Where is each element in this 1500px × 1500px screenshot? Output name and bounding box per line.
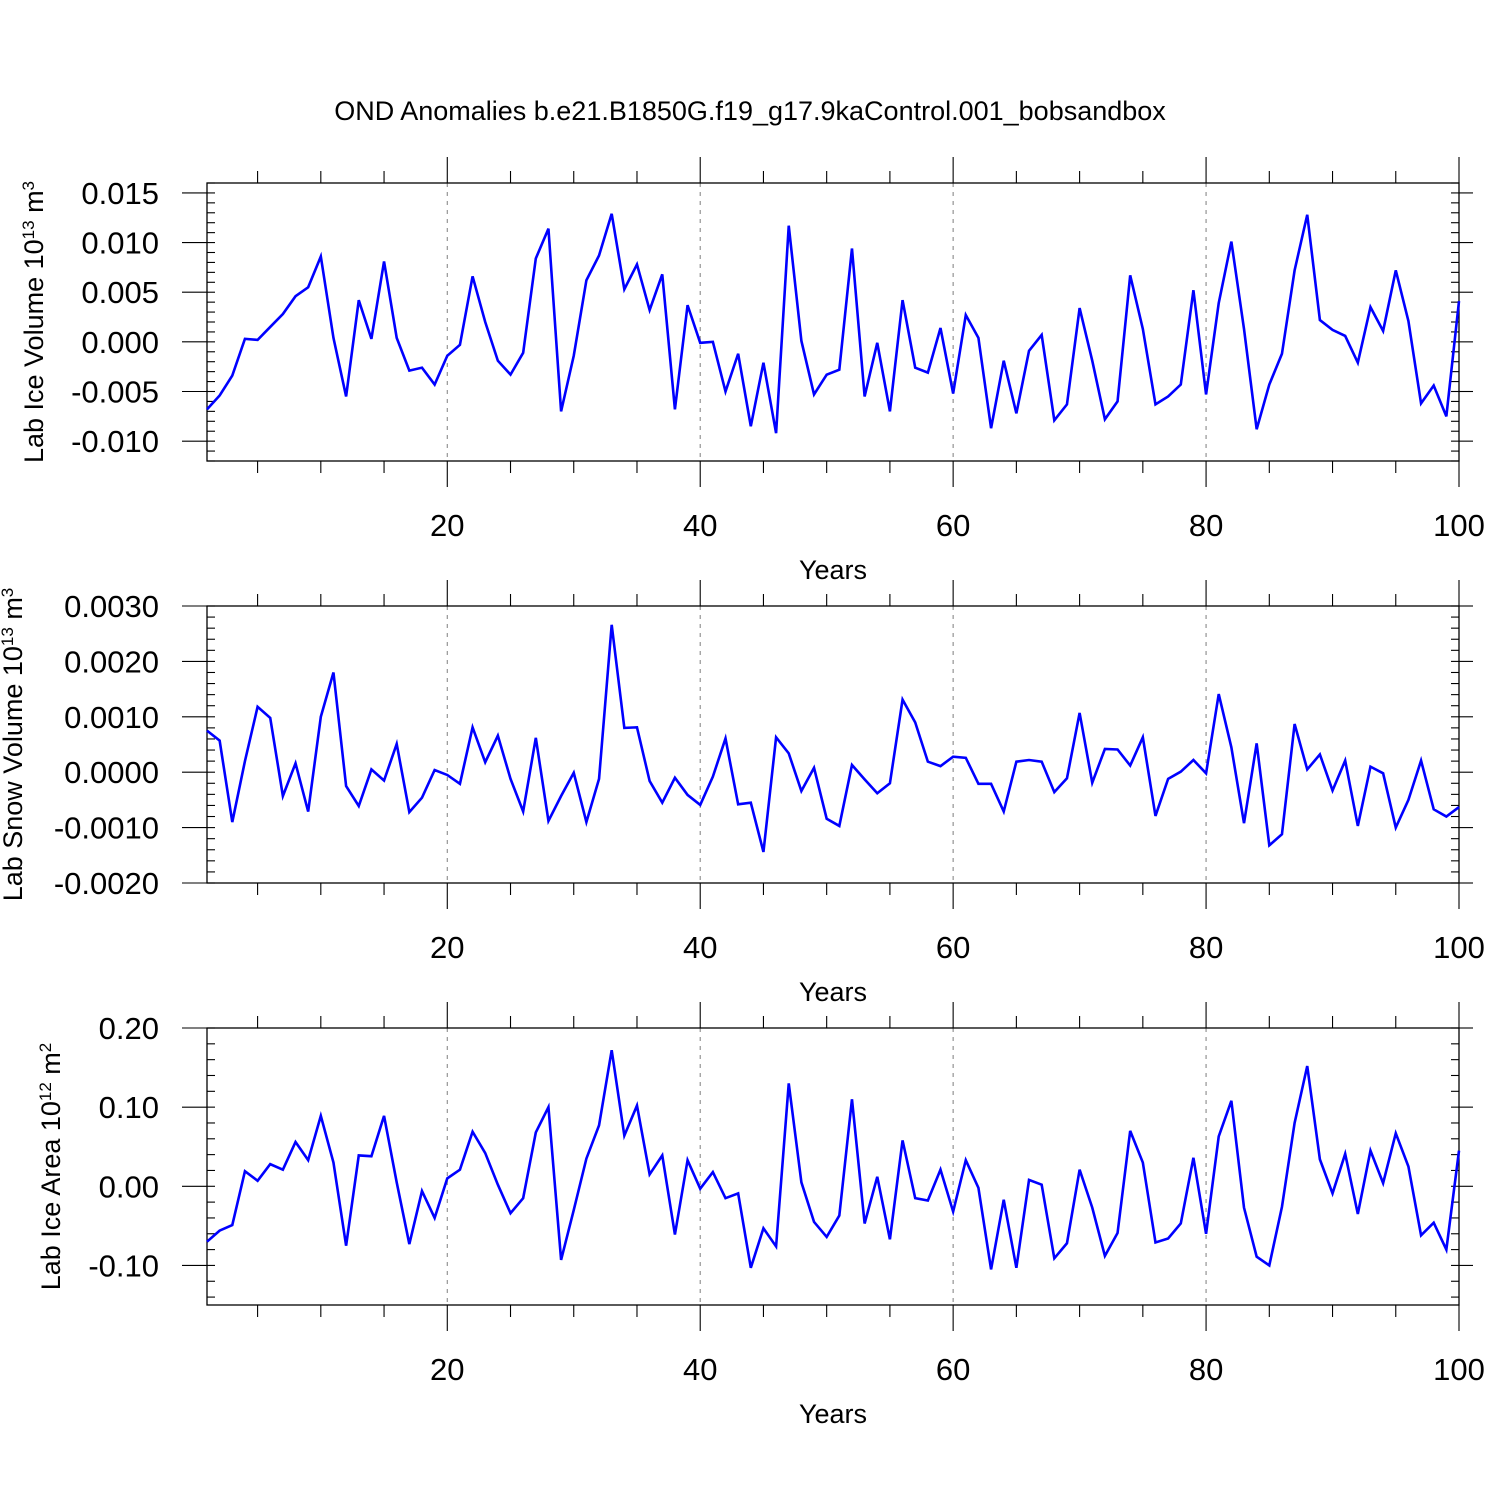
plot-frame: [206, 1027, 1460, 1306]
y-axis-label-exponent: 3: [0, 588, 17, 597]
y-tick-label: 0.0000: [64, 755, 159, 790]
y-axis-label-exponent: 2: [36, 1043, 55, 1052]
panel-1: -0.010 -0.005 0.000 0.005 0.010 0.015 20 40 60 80…: [19, 157, 1485, 585]
y-axis-label-text: m: [19, 190, 49, 220]
y-axis-label: Lab Snow Volume 1013 m3: [0, 588, 28, 902]
x-tick-label: 20: [430, 1352, 464, 1387]
y-tick-label: 0.0020: [64, 644, 159, 679]
y-tick-label: 0.10: [99, 1090, 159, 1125]
x-tick-label: 100: [1433, 1352, 1485, 1387]
x-tick-label: 80: [1189, 508, 1223, 543]
x-tick-label: 20: [430, 930, 464, 965]
x-tick-label: 100: [1433, 930, 1485, 965]
x-tick-label: 20: [430, 508, 464, 543]
series-line-lab-ice-area: [206, 1049, 1461, 1270]
x-tick-label: 80: [1189, 930, 1223, 965]
y-axis-label: Lab Ice Area 1012 m2: [36, 1043, 66, 1291]
y-axis-label-exponent: 13: [19, 220, 38, 239]
y-tick-label: -0.0020: [54, 866, 159, 901]
x-tick-label: 60: [936, 508, 970, 543]
y-axis-label-text: Lab Snow Volume 10: [0, 646, 28, 901]
x-tick-label: 60: [936, 1352, 970, 1387]
y-tick-label: -0.010: [71, 424, 159, 459]
y-tick-label: -0.005: [71, 375, 159, 410]
y-axis-label: Lab Ice Volume 1013 m3: [19, 181, 49, 463]
y-axis-label-text: m: [0, 597, 28, 627]
panel-3: -0.10 0.00 0.10 0.20 20 40 60 80 100 Years Lab Ice…: [36, 1002, 1485, 1429]
chart-title: OND Anomalies b.e21.B1850G.f19_g17.9kaCo…: [334, 96, 1166, 126]
x-tick-label: 40: [683, 1352, 717, 1387]
series-line-lab-snow-volume: [206, 624, 1460, 853]
y-tick-label: 0.00: [99, 1169, 159, 1204]
y-tick-label: 0.000: [81, 325, 159, 360]
y-tick-label: 0.010: [81, 226, 159, 261]
x-tick-label: 40: [683, 508, 717, 543]
y-tick-label: 0.0030: [64, 589, 159, 624]
panel-2: -0.0020 -0.0010 0.0000 0.0010 0.0020 0.0030 20…: [0, 580, 1485, 1007]
x-tick-label: 100: [1433, 508, 1485, 543]
y-tick-label: 0.015: [81, 176, 159, 211]
plot-frame: [206, 605, 1460, 884]
y-tick-label: 0.0010: [64, 700, 159, 735]
y-tick-label: 0.005: [81, 275, 159, 310]
y-axis-label-text: Lab Ice Area 10: [36, 1101, 66, 1290]
x-tick-label: 60: [936, 930, 970, 965]
plot-frame: [206, 182, 1460, 462]
y-axis-label-exponent: 13: [0, 627, 17, 646]
x-tick-label: 80: [1189, 1352, 1223, 1387]
y-axis-label-exponent: 12: [36, 1082, 55, 1101]
y-axis-label-text: Lab Ice Volume 10: [19, 239, 49, 463]
y-tick-label: -0.0010: [54, 811, 159, 846]
x-axis-label: Years: [799, 1399, 867, 1429]
y-axis-label-text: m: [36, 1052, 66, 1082]
x-axis-label: Years: [799, 977, 867, 1007]
y-tick-label: -0.10: [88, 1248, 159, 1283]
x-tick-label: 40: [683, 930, 717, 965]
series-line-lab-ice-volume: [206, 213, 1461, 434]
y-tick-label: 0.20: [99, 1011, 159, 1046]
x-axis-label: Years: [799, 555, 867, 585]
y-axis-label-exponent: 3: [19, 181, 38, 190]
